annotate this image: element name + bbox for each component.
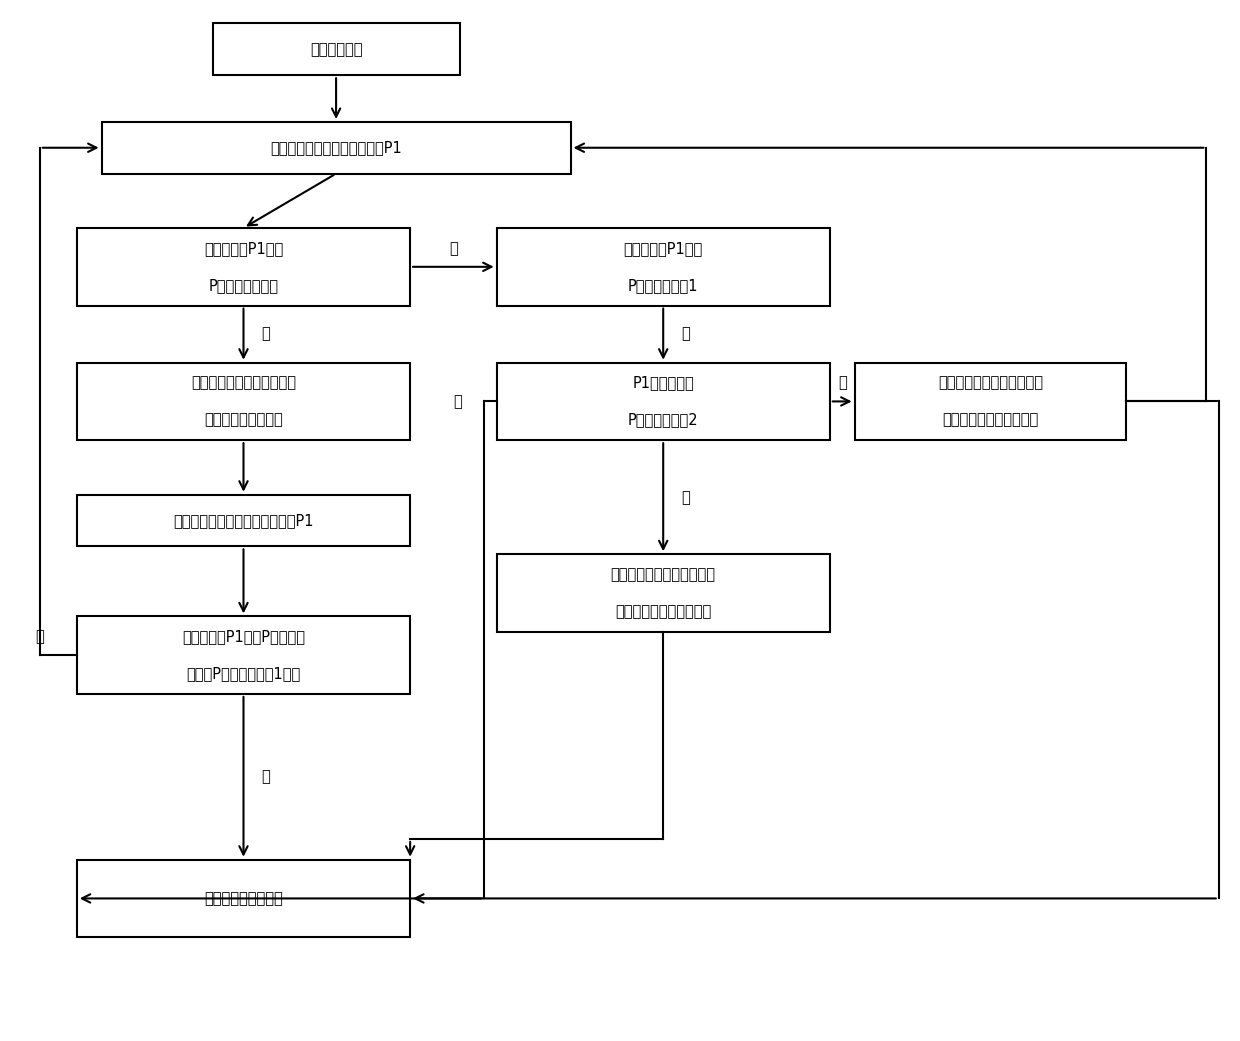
Text: 是: 是: [262, 327, 270, 341]
Text: 否: 否: [36, 629, 45, 644]
Bar: [212, 24, 460, 75]
Text: 是: 是: [681, 489, 689, 505]
Bar: [77, 860, 410, 937]
Bar: [102, 122, 570, 174]
Text: 打开换热器较大的电磁阀，: 打开换热器较大的电磁阀，: [611, 567, 715, 582]
Text: 机组制冷运行: 机组制冷运行: [310, 42, 362, 57]
Text: 外机换热器的换热量: 外机换热器的换热量: [205, 412, 283, 428]
Bar: [77, 616, 410, 694]
Bar: [496, 554, 830, 632]
Text: 关闭换热器较大的电磁阀: 关闭换热器较大的电磁阀: [942, 412, 1038, 428]
Text: 是: 是: [262, 769, 270, 784]
Text: 检测压力值P1小于: 检测压力值P1小于: [624, 240, 703, 256]
Text: 检测室外换热器进口的压力值P1: 检测室外换热器进口的压力值P1: [270, 141, 402, 155]
Text: 电磁阀保持当前状态: 电磁阀保持当前状态: [205, 891, 283, 906]
Text: 否: 否: [838, 376, 847, 390]
Text: P系统高压下限2: P系统高压下限2: [627, 412, 698, 428]
Text: 上限和P系统低压下限1之间: 上限和P系统低压下限1之间: [186, 666, 300, 681]
Text: P1大于或等于: P1大于或等于: [632, 376, 694, 390]
Bar: [496, 228, 830, 306]
Text: 关闭换热器较小的电磁阀: 关闭换热器较小的电磁阀: [615, 604, 712, 619]
Bar: [77, 228, 410, 306]
Text: 是: 是: [681, 327, 689, 341]
Text: P系统高压上限值: P系统高压上限值: [208, 278, 279, 293]
Bar: [854, 362, 1126, 440]
Bar: [77, 362, 410, 440]
Text: 两个电磁阀均打开，提升室: 两个电磁阀均打开，提升室: [191, 376, 296, 390]
Text: 否: 否: [449, 240, 458, 256]
Text: P系统高压下限1: P系统高压下限1: [627, 278, 698, 293]
Text: 再检测室外换热器进口的压力值P1: 再检测室外换热器进口的压力值P1: [174, 513, 314, 528]
Text: 检测压力值P1介于P系统高压: 检测压力值P1介于P系统高压: [182, 629, 305, 644]
Bar: [496, 362, 830, 440]
Text: 打开换热器较小的电磁阀，: 打开换热器较小的电磁阀，: [937, 376, 1043, 390]
Text: 检测压力值P1大于: 检测压力值P1大于: [203, 240, 283, 256]
Text: 否: 否: [454, 393, 463, 409]
Bar: [77, 494, 410, 547]
